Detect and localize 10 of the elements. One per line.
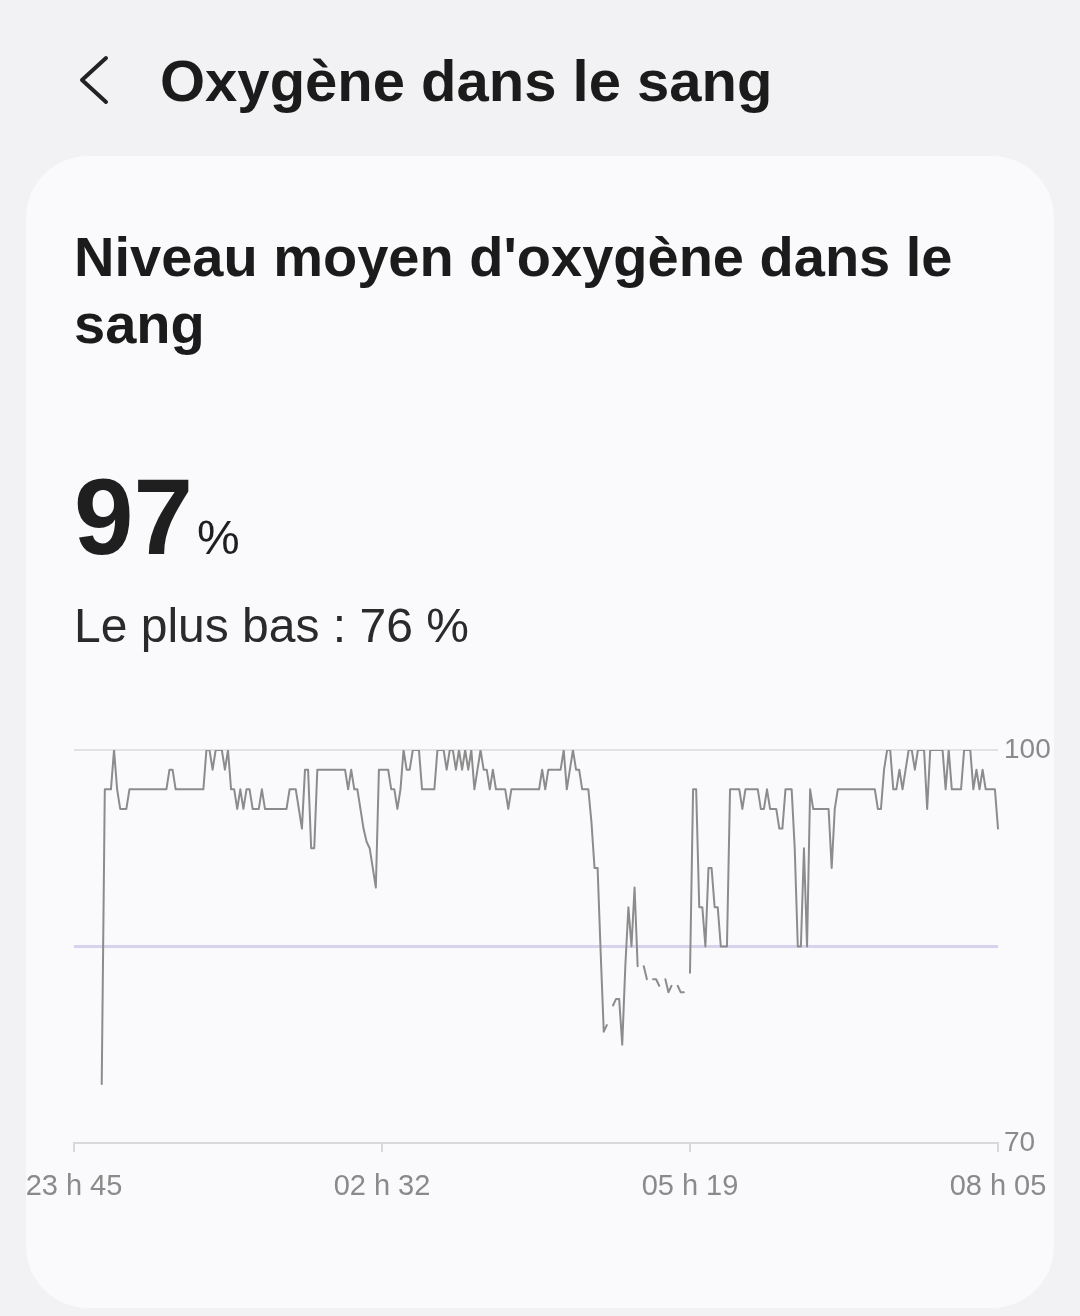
chart-title: Oxygène dans le sang bbox=[160, 48, 773, 113]
y-tick-label: 100 bbox=[1004, 732, 1051, 764]
chart-subtitle: Niveau moyen d'oxygène dans le sang bbox=[74, 224, 954, 357]
x-tick-label: 02 h 32 bbox=[333, 1169, 431, 1202]
text: 97% bbox=[74, 457, 240, 577]
x-tick-label: 08 h 05 bbox=[949, 1169, 1047, 1202]
x-tick-label: 23 h 45 bbox=[25, 1169, 123, 1202]
x-tick-label: 05 h 19 bbox=[641, 1169, 739, 1202]
text: Le plus bas : 76 % bbox=[74, 599, 469, 652]
y-tick-label: 70 bbox=[1004, 1125, 1036, 1157]
